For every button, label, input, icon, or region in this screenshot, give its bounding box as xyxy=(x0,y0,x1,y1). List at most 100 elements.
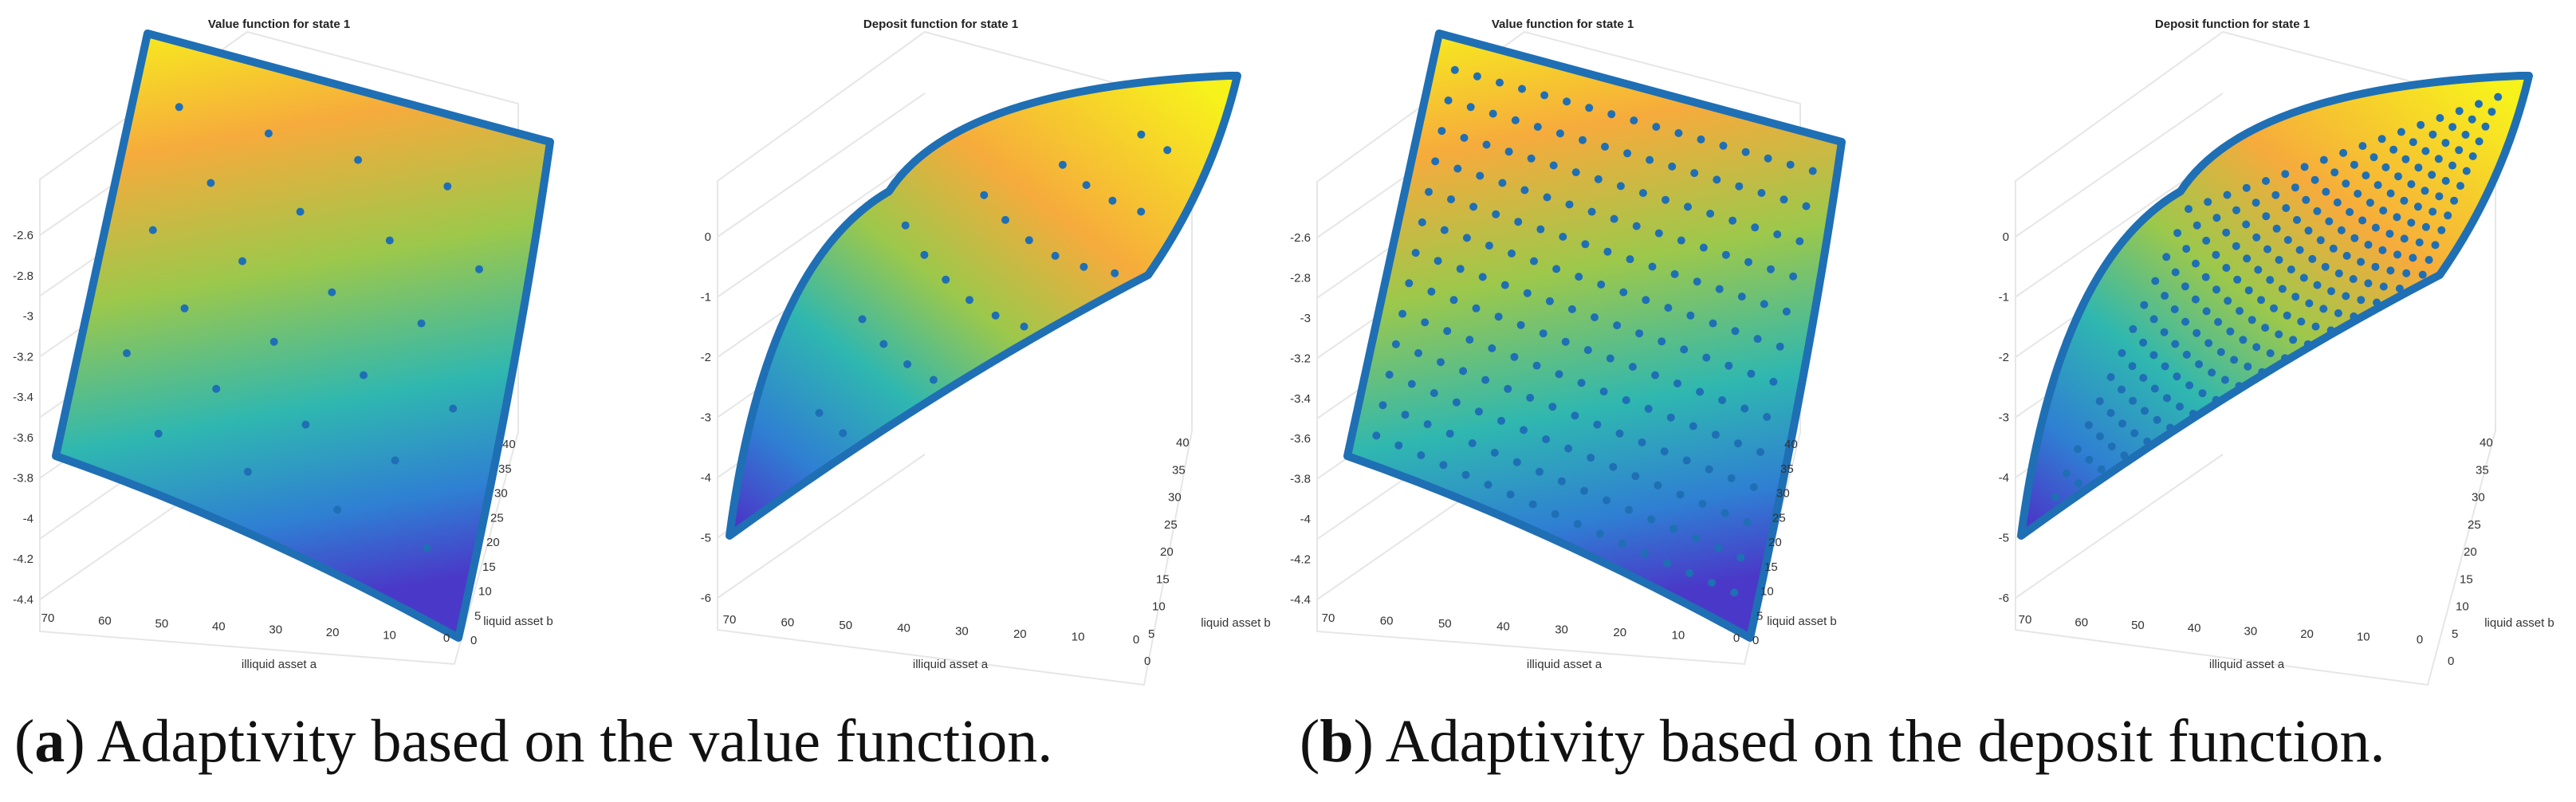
grid-point xyxy=(212,384,221,393)
x-tick-label: 60 xyxy=(98,615,112,628)
grid-point xyxy=(2334,269,2343,277)
y-tick-label: 10 xyxy=(2456,600,2469,614)
y-tick-label: 40 xyxy=(1784,438,1798,451)
grid-point xyxy=(1587,207,1596,216)
grid-point xyxy=(2431,241,2440,250)
grid-point xyxy=(2373,181,2382,190)
grid-point xyxy=(2444,211,2452,220)
grid-point xyxy=(1721,509,1729,517)
grid-point xyxy=(2289,336,2298,344)
grid-point xyxy=(1137,207,1146,216)
z-tick-label: -4 xyxy=(23,512,33,525)
y-tick-label: 0 xyxy=(1144,655,1150,668)
grid-point xyxy=(1632,222,1641,230)
grid-point xyxy=(154,430,163,438)
grid-point xyxy=(1607,110,1616,119)
grid-point xyxy=(333,505,342,514)
grid-point xyxy=(2377,135,2386,143)
x-axis-label: illiquid asset a xyxy=(242,658,317,671)
x-tick-label: 0 xyxy=(1733,631,1740,645)
x-tick-label: 50 xyxy=(839,619,852,632)
grid-point xyxy=(2220,375,2229,384)
grid-point xyxy=(2379,206,2388,215)
grid-point xyxy=(2455,146,2464,155)
grid-point xyxy=(2216,348,2225,356)
grid-point xyxy=(1559,233,1567,241)
grid-point xyxy=(1647,515,1656,524)
grid-point xyxy=(2371,223,2380,232)
grid-point xyxy=(1555,129,1564,138)
z-tick-label: -3 xyxy=(1300,312,1311,325)
grid-point xyxy=(2150,384,2159,393)
grid-point xyxy=(1764,154,1772,163)
grid-point xyxy=(2266,349,2275,358)
grid-point xyxy=(1571,168,1580,177)
grid-point xyxy=(2139,374,2148,382)
x-tick-label: 50 xyxy=(1438,617,1452,631)
z-tick-label: -2.6 xyxy=(13,229,33,242)
z-tick-label: -6 xyxy=(701,592,711,605)
grid-point xyxy=(2303,340,2312,348)
grid-point xyxy=(2319,155,2328,164)
grid-point xyxy=(1137,130,1146,139)
grid-point xyxy=(2185,381,2194,390)
grid-point xyxy=(2232,242,2240,250)
grid-point xyxy=(2394,172,2402,181)
grid-point xyxy=(1640,549,1649,558)
grid-point xyxy=(1532,361,1541,370)
axis-box-frame xyxy=(39,30,519,666)
x-tick-label: 10 xyxy=(2357,630,2370,643)
grid-point xyxy=(1751,223,1760,232)
grid-point xyxy=(148,226,157,234)
grid-point xyxy=(920,250,929,259)
grid-point xyxy=(2063,469,2071,478)
grid-point xyxy=(1494,313,1503,321)
grid-line xyxy=(717,92,926,238)
grid-point xyxy=(2326,326,2335,335)
grid-point xyxy=(879,340,888,348)
grid-point xyxy=(2149,315,2158,324)
grid-point xyxy=(2364,241,2373,249)
grid-point xyxy=(2139,338,2148,347)
grid-point xyxy=(1418,218,1426,226)
grid-point xyxy=(1466,103,1475,112)
z-tick-label: -4.2 xyxy=(13,552,33,566)
grid-point xyxy=(2189,410,2197,418)
grid-point xyxy=(2281,354,2289,363)
grid-point xyxy=(1530,257,1538,265)
grid-point xyxy=(2349,275,2358,283)
grid-point xyxy=(2191,295,2200,304)
x-tick-label: 50 xyxy=(155,617,169,631)
z-tick-label: -4 xyxy=(701,471,711,485)
grid-point xyxy=(1510,352,1519,361)
grid-point xyxy=(1478,273,1487,281)
grid-point xyxy=(264,129,273,138)
grid-point xyxy=(2151,277,2160,285)
grid-point xyxy=(1439,461,1448,470)
grid-point xyxy=(1405,279,1414,288)
grid-point xyxy=(1638,189,1647,198)
grid-point xyxy=(1565,200,1574,209)
grid-point xyxy=(2475,100,2483,108)
caption-a-letter: a xyxy=(34,708,65,775)
grid-point xyxy=(2370,153,2378,162)
grid-point xyxy=(1708,579,1717,587)
grid-point xyxy=(2106,409,2115,417)
grid-point xyxy=(2418,270,2427,279)
grid-point xyxy=(1609,462,1618,471)
grid-point xyxy=(2450,196,2459,205)
grid-point xyxy=(929,375,938,384)
grid-point xyxy=(443,182,452,191)
grid-point xyxy=(1536,225,1545,234)
grid-point xyxy=(238,257,246,265)
z-tick-label: -3.4 xyxy=(13,391,33,404)
grid-point xyxy=(1601,143,1609,151)
grid-point xyxy=(2381,163,2390,171)
grid-point xyxy=(2170,305,2179,313)
grid-point xyxy=(1731,327,1740,336)
grid-point xyxy=(1401,411,1410,419)
grid-point xyxy=(2162,253,2171,261)
grid-point xyxy=(1599,387,1608,396)
grid-point xyxy=(1504,147,1513,156)
z-tick-label: -3 xyxy=(23,310,33,324)
